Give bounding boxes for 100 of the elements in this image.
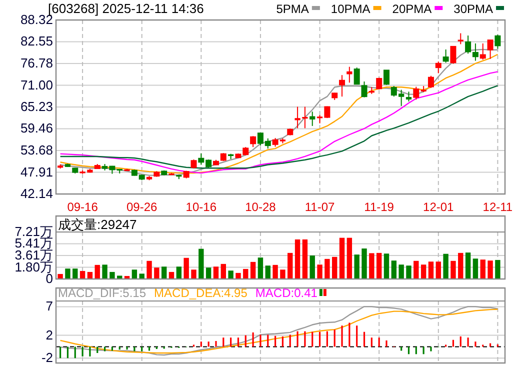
bar — [436, 262, 441, 279]
y-tick-label: 7.21万 — [14, 224, 53, 239]
x-tick-label: 11-07 — [304, 200, 335, 214]
y-tick-label: 71.00 — [20, 77, 53, 92]
legend-label: 20PMA — [392, 2, 432, 16]
y-tick-label: 2 — [46, 327, 53, 342]
bar — [288, 252, 293, 279]
bar — [406, 266, 412, 279]
x-tick-label: 09-26 — [126, 200, 158, 214]
bar — [176, 266, 182, 279]
bar — [110, 272, 115, 279]
bar — [272, 264, 278, 279]
bar — [154, 268, 160, 279]
candlestick — [458, 32, 464, 45]
candlestick — [494, 34, 501, 50]
bar — [250, 262, 256, 279]
bar — [146, 260, 152, 279]
bar — [258, 258, 264, 279]
bar — [243, 268, 248, 279]
bar — [398, 264, 404, 279]
bar — [191, 270, 196, 279]
y-tick-label: 7 — [46, 298, 53, 314]
candlestick — [310, 111, 316, 126]
bar — [72, 268, 78, 279]
bar — [302, 239, 308, 279]
bar — [332, 256, 338, 279]
bar — [339, 238, 345, 279]
bar — [161, 266, 167, 279]
bar — [294, 239, 300, 279]
candlestick — [339, 74, 346, 98]
x-tick-label: 10-16 — [186, 200, 217, 214]
y-tick-label: 82.55 — [20, 34, 53, 49]
bar — [420, 264, 426, 279]
candlestick — [472, 42, 478, 62]
bar — [324, 258, 330, 279]
bar — [428, 262, 434, 279]
x-tick-label: 10-28 — [245, 200, 276, 214]
bar — [132, 270, 138, 279]
bar — [450, 260, 456, 279]
bar — [220, 264, 226, 279]
bar — [228, 270, 234, 279]
y-tick-label: -2 — [41, 350, 53, 365]
bar — [139, 274, 144, 279]
bar — [465, 252, 471, 279]
chart-title: 成交量:29247 — [58, 217, 137, 232]
candlestick — [383, 70, 390, 86]
candlestick — [190, 158, 197, 170]
bar — [65, 268, 70, 279]
bar — [472, 258, 478, 279]
candlestick — [487, 40, 494, 60]
candlestick — [450, 46, 456, 64]
bar — [443, 254, 448, 279]
candlestick — [354, 67, 360, 86]
bar — [265, 266, 270, 279]
legend-label: 5PMA — [276, 2, 309, 16]
bar — [414, 260, 419, 279]
candlestick — [435, 61, 442, 74]
bar — [391, 260, 397, 279]
bar — [236, 272, 241, 279]
y-tick-label: 53.68 — [20, 142, 53, 158]
bar — [480, 260, 486, 279]
candlestick — [250, 136, 256, 148]
bar — [94, 264, 100, 279]
bar — [362, 248, 367, 279]
bar — [495, 260, 500, 279]
line-series — [60, 85, 498, 169]
bar — [198, 248, 204, 279]
y-tick-label: 65.23 — [20, 99, 53, 114]
candlestick — [480, 42, 486, 60]
candlestick — [346, 66, 352, 84]
bar — [376, 252, 382, 279]
bar — [280, 270, 286, 279]
bar — [354, 254, 360, 279]
bar — [102, 264, 108, 279]
bar — [346, 238, 352, 279]
candlestick — [428, 75, 434, 88]
bar — [384, 254, 390, 279]
x-tick-label: 12-01 — [423, 200, 454, 214]
bar — [458, 252, 464, 279]
y-tick-label: 47.91 — [20, 164, 53, 180]
candlestick — [361, 80, 368, 98]
bar — [58, 274, 63, 279]
candlestick — [406, 91, 412, 102]
bar — [310, 256, 315, 279]
x-tick-label: 11-19 — [364, 200, 394, 214]
text: MACD_DIF:5.15 — [58, 286, 146, 300]
text: MACD_DEA:4.95 — [154, 286, 248, 300]
bar — [488, 260, 493, 279]
x-tick-label: 12-11 — [482, 200, 513, 214]
y-tick-label: 76.78 — [20, 55, 53, 70]
y-tick-label: 59.46 — [20, 120, 53, 136]
y-tick-label: 42.14 — [20, 186, 53, 201]
candlestick — [442, 48, 449, 64]
bar — [213, 266, 219, 279]
bar — [184, 258, 189, 279]
bar — [317, 264, 322, 279]
x-tick-label: 09-16 — [67, 200, 98, 214]
legend-label: 30PMA — [454, 2, 493, 16]
candlestick — [376, 77, 382, 90]
bar — [80, 270, 86, 279]
